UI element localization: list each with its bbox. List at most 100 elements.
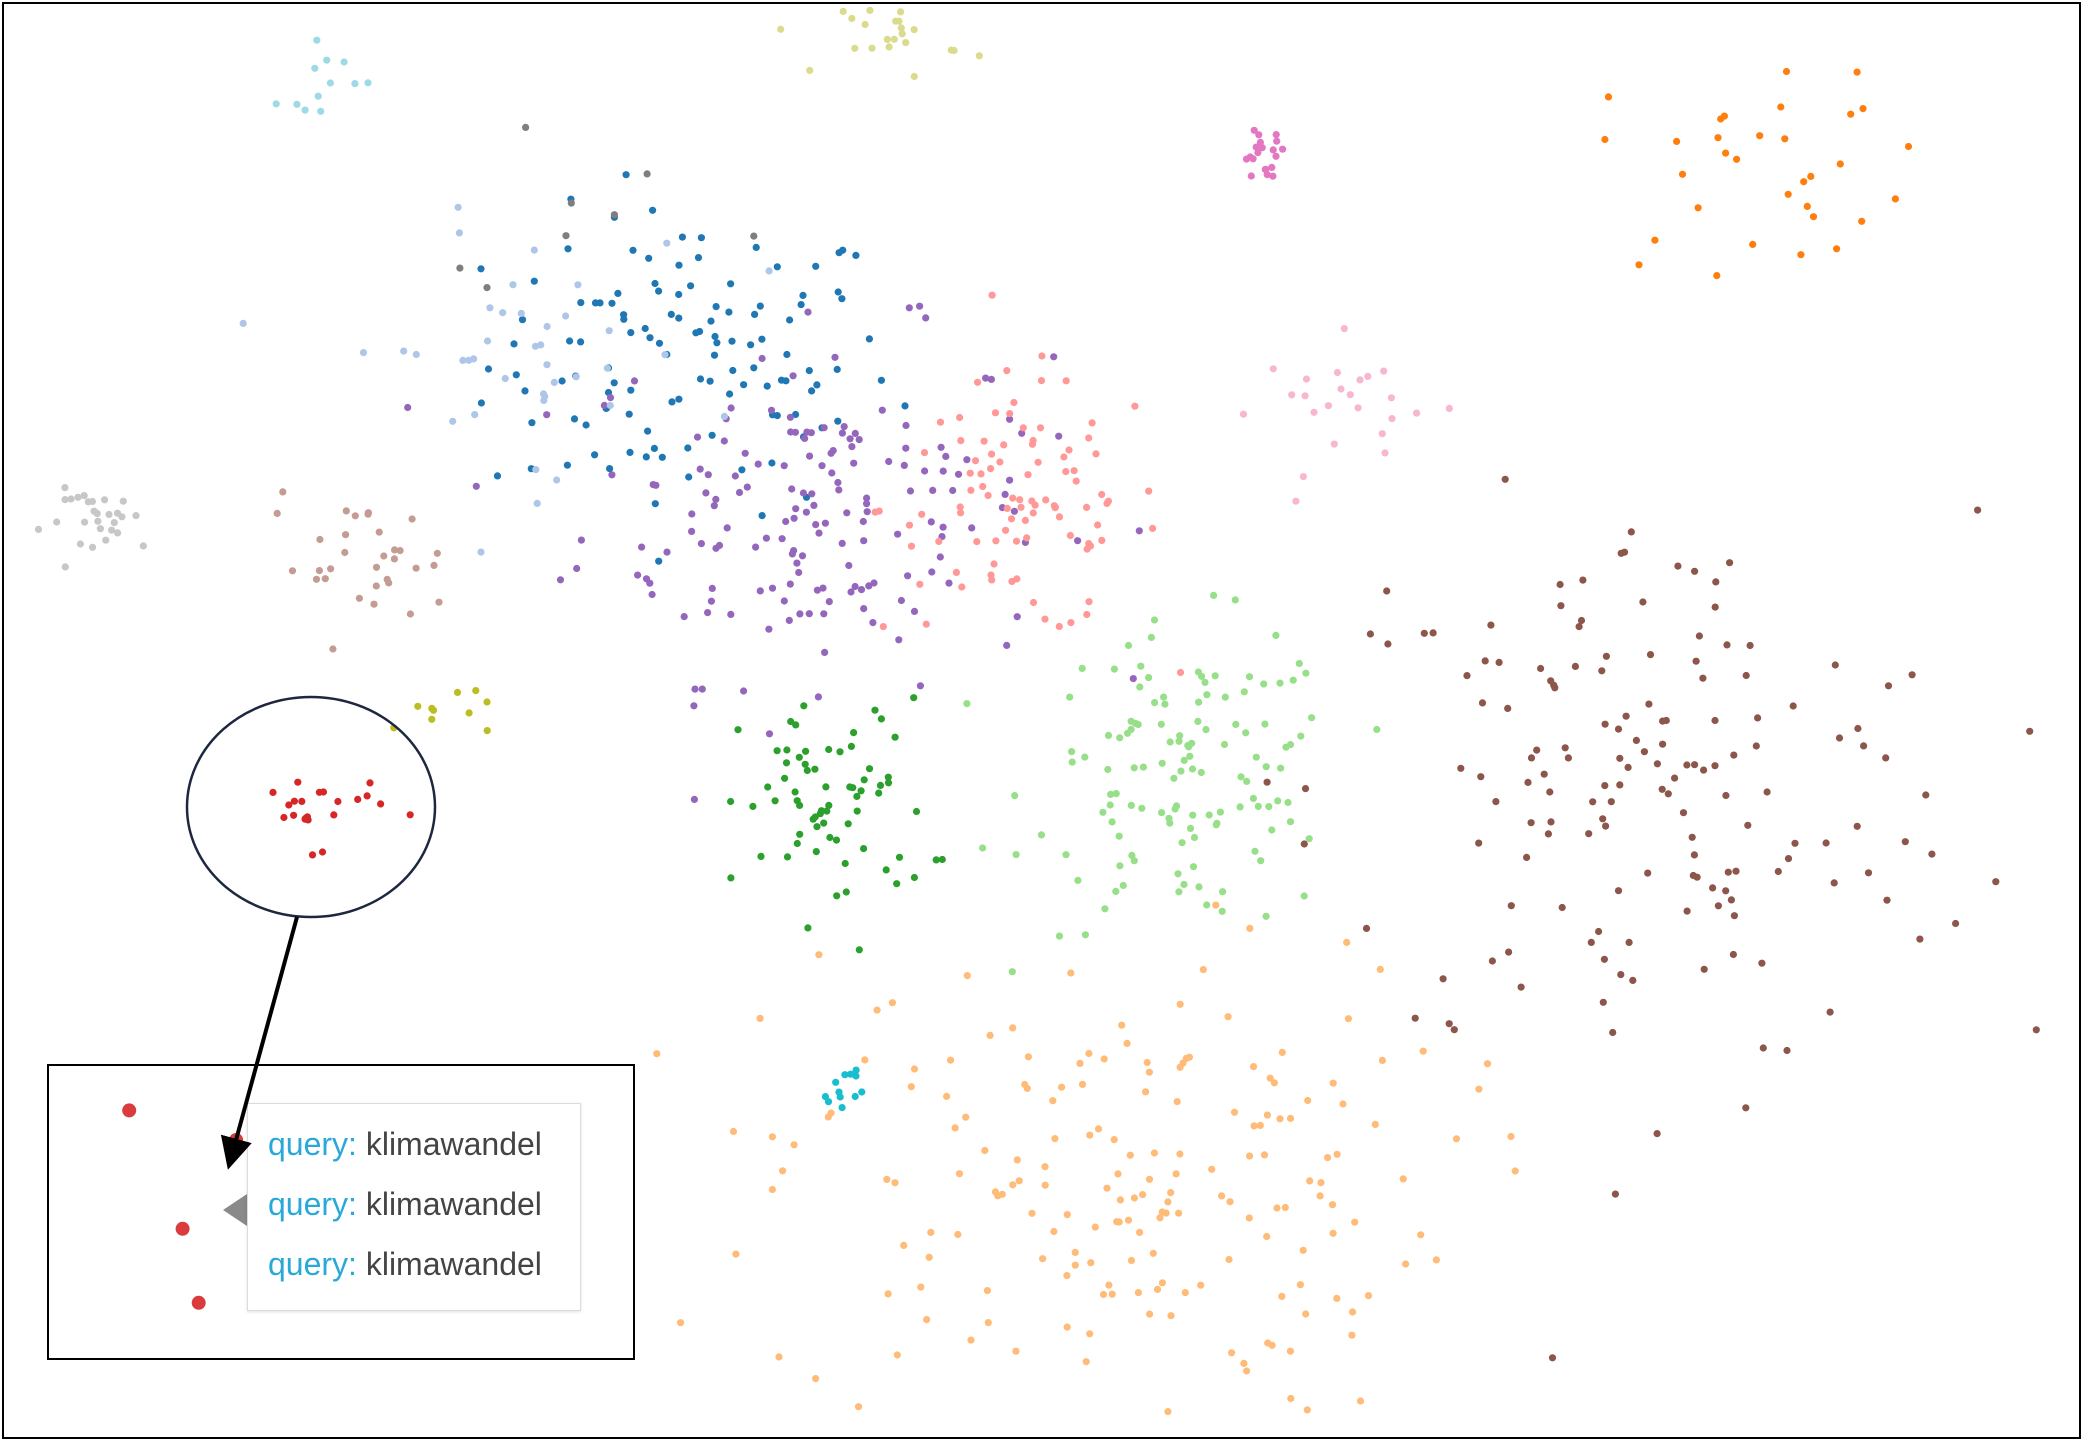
scatter-point[interactable] [532,466,540,474]
scatter-point[interactable] [1822,839,1830,847]
scatter-point[interactable] [1066,693,1074,701]
scatter-point[interactable] [663,239,671,247]
scatter-point[interactable] [1722,887,1730,895]
scatter-point[interactable] [1749,240,1757,248]
scatter-point[interactable] [269,788,277,797]
scatter-point[interactable] [1062,468,1070,476]
scatter-point[interactable] [812,1375,820,1383]
scatter-point[interactable] [812,848,820,856]
scatter-point[interactable] [885,43,893,51]
scatter-point[interactable] [1272,152,1280,160]
scatter-point[interactable] [562,312,570,320]
scatter-point[interactable] [833,892,841,900]
scatter-point[interactable] [391,546,399,554]
scatter-point[interactable] [1310,408,1318,416]
scatter-point[interactable] [1149,524,1157,533]
scatter-point[interactable] [1107,790,1115,799]
scatter-point[interactable] [1086,542,1095,550]
scatter-point[interactable] [1333,1294,1341,1302]
scatter-point[interactable] [991,409,1000,417]
scatter-point[interactable] [114,529,122,537]
scatter-point[interactable] [1376,965,1384,974]
scatter-point[interactable] [574,281,582,289]
scatter-point[interactable] [1527,754,1536,762]
scatter-point[interactable] [1830,879,1838,887]
scatter-point[interactable] [1329,1229,1337,1237]
scatter-point[interactable] [883,1175,891,1183]
scatter-point[interactable] [939,523,947,531]
scatter-point[interactable] [1378,1056,1386,1064]
scatter-point[interactable] [925,1253,933,1261]
scatter-point[interactable] [1709,884,1717,892]
scatter-point[interactable] [563,461,572,469]
scatter-point[interactable] [1007,515,1016,523]
scatter-point[interactable] [1055,622,1063,631]
scatter-point[interactable] [902,39,910,47]
scatter-point[interactable] [1099,1290,1108,1299]
scatter-point[interactable] [979,844,987,852]
scatter-point[interactable] [556,576,565,584]
scatter-point[interactable] [920,449,929,457]
scatter-point[interactable] [1742,671,1750,680]
scatter-point[interactable] [1916,935,1924,943]
scatter-point[interactable] [1050,353,1058,361]
scatter-point[interactable] [1076,1059,1084,1067]
scatter-point[interactable] [815,951,823,959]
scatter-point[interactable] [879,623,887,631]
scatter-point[interactable] [885,457,893,466]
scatter-point[interactable] [1699,674,1707,682]
scatter-point[interactable] [902,444,910,452]
scatter-point[interactable] [847,742,856,751]
scatter-point[interactable] [1028,1209,1036,1217]
scatter-point[interactable] [1011,792,1019,800]
scatter-point[interactable] [1037,831,1046,839]
scatter-point[interactable] [1356,1397,1365,1405]
scatter-point[interactable] [528,419,536,427]
scatter-point[interactable] [838,295,846,303]
scatter-point[interactable] [1245,673,1254,681]
scatter-point[interactable] [1136,1228,1144,1236]
scatter-point[interactable] [1272,631,1280,640]
scatter-point[interactable] [1055,513,1064,521]
scatter-point[interactable] [319,788,328,796]
scatter-point[interactable] [727,610,735,619]
scatter-point[interactable] [893,880,901,888]
scatter-point[interactable] [1009,494,1017,502]
scatter-point[interactable] [966,469,974,477]
scatter-point[interactable] [771,797,779,805]
scatter-point[interactable] [1086,1330,1094,1338]
scatter-point[interactable] [1477,773,1485,781]
scatter-point[interactable] [530,277,538,285]
scatter-point[interactable] [725,308,733,316]
scatter-point[interactable] [355,594,363,602]
scatter-point[interactable] [1151,699,1159,707]
scatter-point[interactable] [823,807,831,815]
scatter-point[interactable] [802,508,811,516]
scatter-point[interactable] [1006,415,1014,423]
scatter-point[interactable] [814,693,823,701]
scatter-point[interactable] [1251,847,1259,855]
scatter-point[interactable] [1041,1163,1049,1171]
scatter-point[interactable] [827,1109,835,1117]
scatter-point[interactable] [1262,763,1270,771]
scatter-point[interactable] [608,471,616,479]
scatter-point[interactable] [1507,1132,1515,1141]
scatter-point[interactable] [340,58,348,66]
scatter-point[interactable] [1092,450,1100,458]
scatter-point[interactable] [1220,740,1229,749]
scatter-point[interactable] [1021,1080,1029,1089]
scatter-point[interactable] [342,531,350,539]
scatter-point[interactable] [1547,818,1555,826]
scatter-point[interactable] [792,505,800,513]
scatter-point[interactable] [1351,1218,1359,1226]
scatter-point[interactable] [1205,811,1213,819]
scatter-point[interactable] [935,537,943,546]
scatter-point[interactable] [1197,768,1205,777]
scatter-point[interactable] [851,44,859,52]
scatter-point[interactable] [1527,819,1535,827]
scatter-point[interactable] [550,378,558,386]
scatter-point[interactable] [1134,1289,1142,1297]
scatter-point[interactable] [963,456,971,464]
scatter-point[interactable] [1010,398,1018,407]
scatter-point[interactable] [1049,1097,1057,1105]
